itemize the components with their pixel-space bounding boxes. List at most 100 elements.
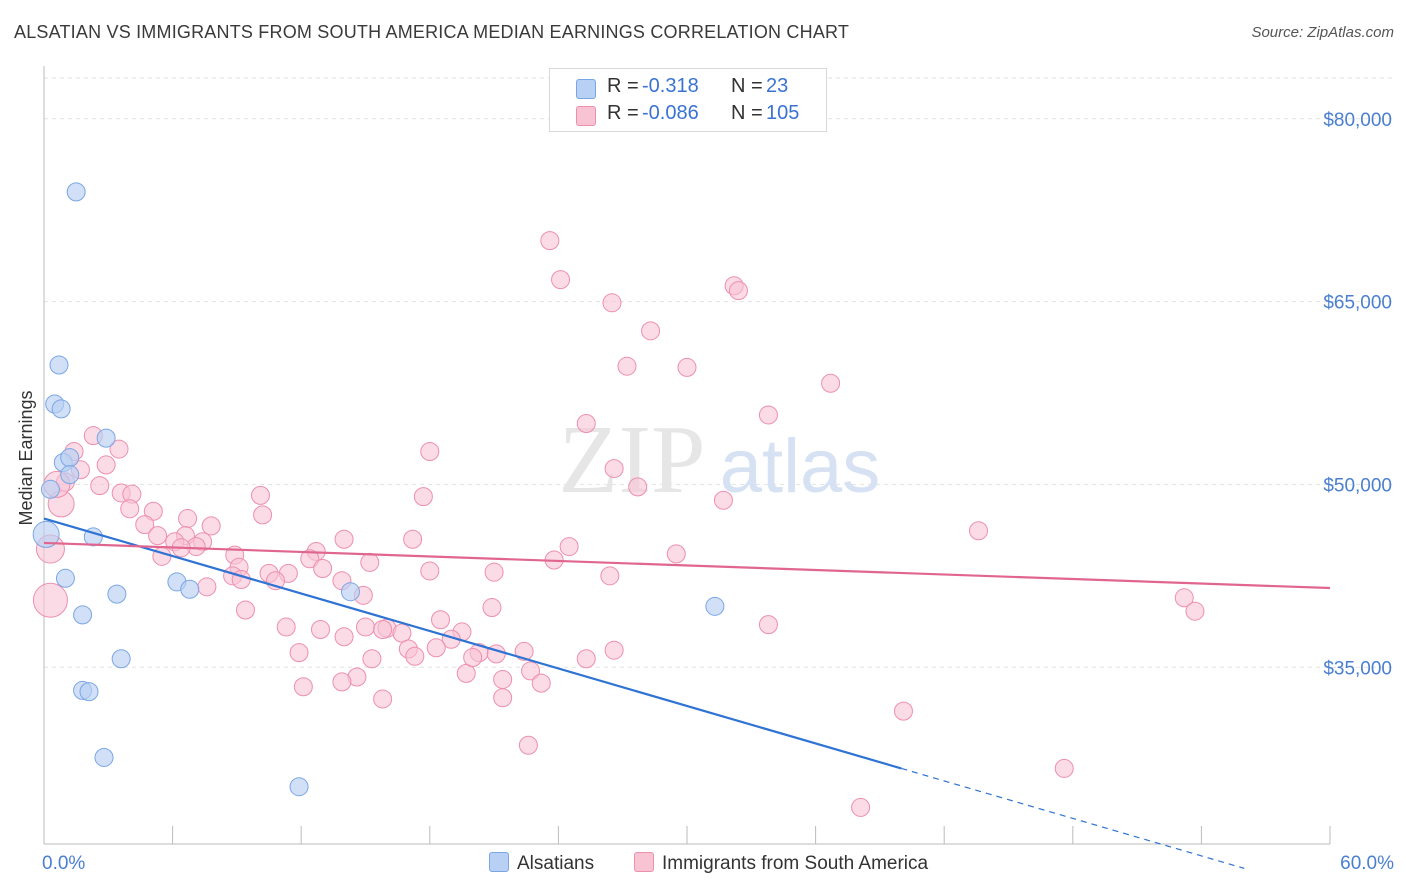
data-point-immigrants: [332, 672, 352, 692]
data-point-immigrants: [463, 648, 483, 668]
y-tick-label: $35,000: [1323, 658, 1392, 679]
data-point-immigrants: [276, 617, 296, 637]
data-point-immigrants: [362, 649, 382, 669]
legend-r-label: R =: [607, 75, 639, 97]
data-point-alsatians: [96, 428, 116, 448]
data-point-alsatians: [705, 596, 725, 616]
legend-r-value: -0.318: [642, 75, 699, 97]
data-point-immigrants: [602, 293, 622, 313]
data-point-immigrants: [628, 477, 648, 497]
legend-n-label: N =: [731, 102, 763, 124]
data-point-immigrants: [521, 661, 541, 681]
data-point-immigrants: [426, 638, 446, 658]
data-point-immigrants: [392, 623, 412, 643]
trend-line-alsatians: [43, 517, 902, 770]
data-point-immigrants: [420, 561, 440, 581]
data-point-immigrants: [493, 688, 513, 708]
legend-swatch-blue: [576, 79, 596, 99]
data-point-immigrants: [293, 677, 313, 697]
data-point-immigrants: [531, 673, 551, 693]
data-point-alsatians: [40, 479, 60, 499]
series-immigrants-points: [32, 231, 1205, 817]
data-point-immigrants: [1174, 588, 1194, 608]
data-point-alsatians: [49, 355, 69, 375]
data-point-immigrants: [143, 501, 163, 521]
data-point-alsatians: [111, 649, 131, 669]
data-point-immigrants: [484, 562, 504, 582]
data-point-alsatians: [55, 568, 75, 588]
data-point-alsatians: [107, 584, 127, 604]
y-tick-label: $50,000: [1323, 475, 1392, 496]
bottom-legend-immigrants: Immigrants from South America: [634, 852, 928, 875]
data-point-immigrants: [600, 566, 620, 586]
data-point-immigrants: [373, 619, 393, 639]
data-point-immigrants: [178, 509, 198, 529]
data-point-immigrants: [431, 610, 451, 630]
data-point-immigrants: [356, 617, 375, 637]
data-point-immigrants: [373, 689, 393, 709]
data-point-immigrants: [360, 552, 380, 572]
data-point-immigrants: [551, 270, 571, 290]
data-point-immigrants: [518, 735, 538, 755]
bottom-legend-label: Immigrants from South America: [662, 853, 929, 874]
legend-swatch-pink: [576, 106, 596, 126]
data-point-immigrants: [300, 549, 320, 569]
source-label: Source: ZipAtlas.com: [1251, 24, 1394, 41]
data-point-alsatians: [94, 747, 114, 767]
data-point-immigrants: [289, 643, 309, 663]
data-point-immigrants: [851, 797, 871, 817]
data-point-immigrants: [666, 544, 686, 564]
data-point-immigrants: [456, 663, 476, 683]
x-tick-label: 60.0%: [1340, 853, 1394, 874]
y-tick-label: $65,000: [1323, 293, 1392, 314]
data-point-immigrants: [1054, 758, 1074, 778]
data-point-immigrants: [334, 529, 354, 549]
data-point-immigrants: [604, 640, 624, 660]
trend-line-alsatians-extrapolated: [901, 767, 1245, 869]
data-point-immigrants: [90, 476, 110, 496]
bottom-legend-label: Alsatians: [517, 853, 595, 874]
bottom-legend-alsatians: Alsatians: [489, 852, 594, 875]
data-point-immigrants: [201, 516, 221, 536]
data-point-immigrants: [821, 373, 841, 393]
data-point-immigrants: [334, 627, 354, 647]
axes: [43, 66, 1331, 845]
data-point-alsatians: [51, 399, 71, 419]
data-point-immigrants: [403, 529, 423, 549]
data-point-immigrants: [728, 281, 748, 301]
data-point-alsatians: [60, 448, 80, 468]
data-point-immigrants: [576, 649, 596, 669]
data-point-immigrants: [253, 505, 273, 525]
legend-n-value: 105: [766, 102, 800, 124]
trend-lines: [43, 517, 1331, 869]
data-point-alsatians: [79, 682, 99, 702]
data-point-immigrants: [109, 439, 129, 459]
data-point-immigrants: [968, 521, 988, 541]
legend-n-value: 23: [766, 75, 789, 97]
data-point-alsatians: [60, 465, 80, 485]
y-tick-label: $80,000: [1323, 110, 1392, 131]
data-point-alsatians: [180, 579, 200, 599]
data-point-immigrants: [313, 559, 333, 579]
data-point-immigrants: [559, 537, 579, 557]
data-point-immigrants: [758, 615, 778, 635]
data-point-immigrants: [493, 669, 513, 689]
data-point-immigrants: [1185, 601, 1205, 621]
data-point-immigrants: [641, 321, 661, 341]
data-point-immigrants: [120, 499, 140, 519]
watermark-atlas: atlas: [720, 424, 881, 509]
data-point-immigrants: [413, 487, 433, 507]
data-point-alsatians: [66, 182, 86, 202]
data-point-immigrants: [96, 455, 116, 475]
correlation-legend: R = -0.318 N = 23 R = -0.086 N = 105: [549, 68, 827, 132]
y-axis-title: Median Earnings: [16, 390, 36, 525]
bottom-legend-swatch-blue: [489, 852, 509, 872]
chart-title: ALSATIAN VS IMMIGRANTS FROM SOUTH AMERIC…: [14, 22, 850, 42]
data-point-immigrants: [713, 490, 733, 510]
legend-row-alsatians: R = -0.318 N = 23: [550, 73, 826, 101]
legend-row-immigrants: R = -0.086 N = 105: [550, 100, 826, 128]
data-point-immigrants: [135, 515, 155, 535]
legend-n-label: N =: [731, 75, 763, 97]
x-tick-label: 0.0%: [42, 853, 85, 874]
